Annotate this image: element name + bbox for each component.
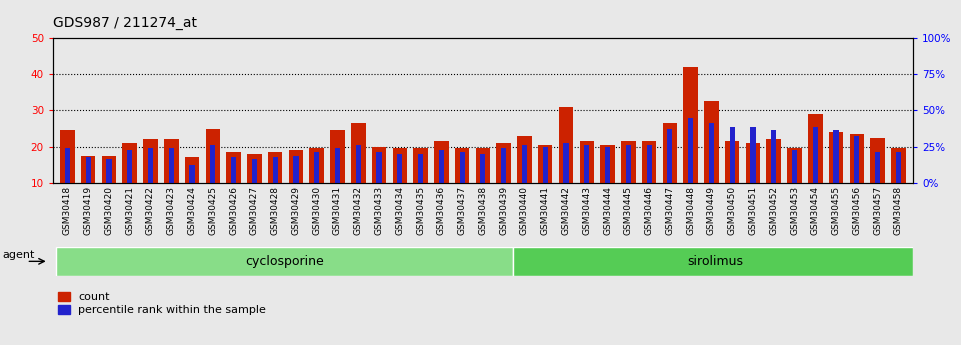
Bar — [148, 148, 153, 183]
Bar — [662, 123, 678, 183]
Bar — [459, 152, 465, 183]
Bar — [107, 159, 111, 183]
Bar — [642, 141, 656, 183]
Bar — [751, 127, 755, 183]
FancyBboxPatch shape — [513, 247, 913, 276]
Bar — [667, 129, 673, 183]
Bar — [61, 130, 75, 183]
Bar — [273, 158, 278, 183]
Bar — [709, 123, 714, 183]
Bar — [81, 156, 95, 183]
Bar — [397, 154, 403, 183]
Bar — [392, 148, 407, 183]
Bar — [538, 145, 553, 183]
Bar — [746, 143, 760, 183]
Bar — [372, 147, 386, 183]
Bar — [850, 134, 864, 183]
Bar — [891, 148, 905, 183]
FancyBboxPatch shape — [56, 247, 513, 276]
Bar — [309, 148, 324, 183]
Bar — [517, 136, 531, 183]
Legend: count, percentile rank within the sample: count, percentile rank within the sample — [59, 292, 266, 315]
Bar — [288, 150, 304, 183]
Bar — [626, 145, 631, 183]
Bar — [413, 148, 428, 183]
Bar — [455, 148, 469, 183]
Bar — [252, 159, 257, 183]
Text: sirolimus: sirolimus — [687, 255, 744, 268]
Bar — [102, 156, 116, 183]
Bar — [854, 136, 859, 183]
Bar — [601, 145, 615, 183]
Bar — [351, 123, 365, 183]
Bar — [122, 143, 137, 183]
Bar — [268, 152, 283, 183]
Bar — [896, 152, 901, 183]
Bar — [164, 139, 179, 183]
Bar — [189, 165, 195, 183]
Bar — [522, 145, 527, 183]
Bar — [563, 143, 569, 183]
Bar — [828, 132, 844, 183]
Bar — [787, 148, 801, 183]
Bar — [558, 107, 574, 183]
Bar — [185, 158, 199, 183]
Bar — [331, 130, 345, 183]
Bar — [227, 152, 241, 183]
Bar — [792, 150, 797, 183]
Bar — [833, 130, 839, 183]
Bar — [377, 152, 382, 183]
Bar — [871, 138, 885, 183]
Bar — [683, 67, 698, 183]
Bar — [813, 127, 818, 183]
Bar — [418, 154, 423, 183]
Bar — [356, 145, 360, 183]
Bar — [501, 148, 506, 183]
Bar — [434, 141, 449, 183]
Bar — [64, 148, 70, 183]
Bar — [231, 158, 236, 183]
Bar — [86, 158, 90, 183]
Text: cyclosporine: cyclosporine — [245, 255, 324, 268]
Bar — [771, 130, 776, 183]
Bar — [621, 141, 635, 183]
Bar — [247, 154, 261, 183]
Bar — [808, 114, 823, 183]
Bar — [875, 152, 880, 183]
Bar — [579, 141, 594, 183]
Bar — [169, 148, 174, 183]
Bar — [725, 141, 739, 183]
Bar — [647, 145, 652, 183]
Bar — [543, 147, 548, 183]
Bar — [314, 152, 319, 183]
Text: agent: agent — [3, 250, 35, 260]
Bar — [605, 147, 610, 183]
Bar — [688, 118, 693, 183]
Bar — [497, 143, 511, 183]
Bar — [143, 139, 158, 183]
Bar — [334, 148, 340, 183]
Bar — [210, 145, 215, 183]
Bar — [439, 150, 444, 183]
Bar — [584, 145, 589, 183]
Bar — [293, 156, 299, 183]
Text: GDS987 / 211274_at: GDS987 / 211274_at — [53, 16, 197, 30]
Bar — [476, 148, 490, 183]
Bar — [704, 101, 719, 183]
Bar — [480, 154, 485, 183]
Bar — [206, 129, 220, 183]
Bar — [729, 127, 735, 183]
Bar — [767, 139, 781, 183]
Bar — [127, 150, 133, 183]
